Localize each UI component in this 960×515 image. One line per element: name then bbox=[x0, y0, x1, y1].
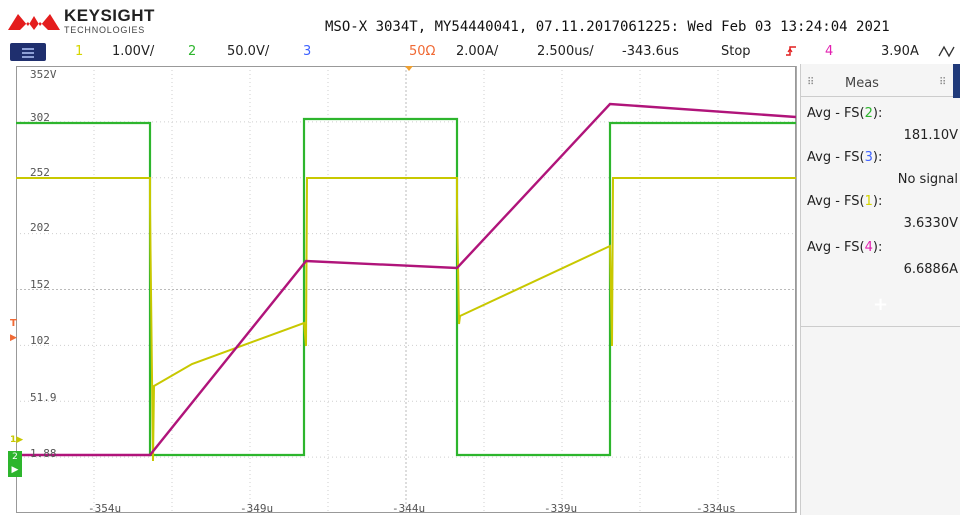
y-label-2: 252 bbox=[30, 166, 50, 179]
meas-value-ch4: 6.6886A bbox=[903, 262, 958, 277]
y-label-6: 51.9 bbox=[30, 391, 57, 404]
x-label-3: -339u bbox=[544, 502, 578, 515]
trigger-arrow-icon: ▶ bbox=[10, 333, 17, 343]
trigger-position-marker bbox=[405, 66, 413, 71]
waveform-display[interactable] bbox=[16, 66, 797, 513]
y-label-5: 102 bbox=[30, 334, 50, 347]
ch2-scale[interactable]: 50.0V/ bbox=[227, 44, 270, 59]
x-label-2: -344u bbox=[392, 502, 426, 515]
ch3-impedance[interactable]: 50Ω bbox=[409, 44, 436, 59]
meas-tab-label: Meas bbox=[845, 76, 879, 91]
waveform-svg bbox=[16, 66, 796, 513]
meas-value-ch1: 3.6330V bbox=[903, 216, 958, 231]
brand-sub: TECHNOLOGIES bbox=[64, 25, 146, 35]
ch2-ground-marker[interactable]: 2 ▶ bbox=[8, 451, 22, 477]
ch3-number[interactable]: 3 bbox=[303, 44, 312, 59]
add-measurement-button[interactable]: + bbox=[873, 294, 889, 315]
panel-collapse-button[interactable] bbox=[953, 64, 960, 98]
ch1-scale[interactable]: 1.00V/ bbox=[112, 44, 155, 59]
meas-panel: ⠿ Meas ⠿ Avg - FS(2): 181.10V Avg - FS(3… bbox=[800, 64, 960, 515]
meas-value-ch3: No signal bbox=[897, 172, 958, 187]
meas-value-ch2: 181.10V bbox=[903, 128, 958, 143]
settings-bar: 1 1.00V/ 2 50.0V/ 3 50Ω 2.00A/ 2.500us/ … bbox=[0, 40, 960, 64]
timebase[interactable]: 2.500us/ bbox=[537, 44, 594, 59]
trigger-level-marker[interactable]: T bbox=[10, 318, 17, 329]
header: KEYSIGHT TECHNOLOGIES MSO-X 3034T, MY544… bbox=[0, 0, 960, 40]
drag-handle-icon: ⠿ bbox=[939, 77, 947, 88]
ch4-waveform bbox=[16, 102, 796, 457]
drag-handle-icon: ⠿ bbox=[807, 77, 815, 88]
delay[interactable]: -343.6us bbox=[622, 44, 679, 59]
x-label-1: -349u bbox=[240, 502, 274, 515]
trigger-slope-icon[interactable] bbox=[938, 44, 958, 62]
y-label-0: 352V bbox=[30, 68, 57, 81]
y-label-1: 302 bbox=[30, 111, 50, 124]
x-label-4: -334us bbox=[696, 502, 736, 515]
keysight-logo: KEYSIGHT TECHNOLOGIES bbox=[6, 6, 156, 36]
x-label-0: -354u bbox=[88, 502, 122, 515]
run-state[interactable]: Stop bbox=[721, 44, 751, 59]
scope-id-text: MSO-X 3034T, MY54440041, 07.11.201706122… bbox=[325, 19, 890, 35]
trigger-level[interactable]: 3.90A bbox=[881, 44, 919, 59]
ch2-number[interactable]: 2 bbox=[188, 44, 197, 59]
ch1-ground-marker[interactable]: 1▶ bbox=[10, 435, 24, 445]
brand-name: KEYSIGHT bbox=[64, 6, 155, 25]
meas-tab[interactable]: ⠿ Meas ⠿ bbox=[801, 68, 953, 97]
trigger-edge-icon[interactable] bbox=[785, 44, 797, 62]
y-label-3: 202 bbox=[30, 221, 50, 234]
y-label-7: 1.88 bbox=[30, 447, 57, 460]
ch1-number[interactable]: 1 bbox=[75, 44, 84, 59]
y-label-4: 152 bbox=[30, 278, 50, 291]
ch1-waveform bbox=[16, 177, 796, 462]
trigger-channel[interactable]: 4 bbox=[825, 44, 834, 59]
ch3-scale[interactable]: 2.00A/ bbox=[456, 44, 499, 59]
menu-button[interactable] bbox=[10, 43, 46, 61]
